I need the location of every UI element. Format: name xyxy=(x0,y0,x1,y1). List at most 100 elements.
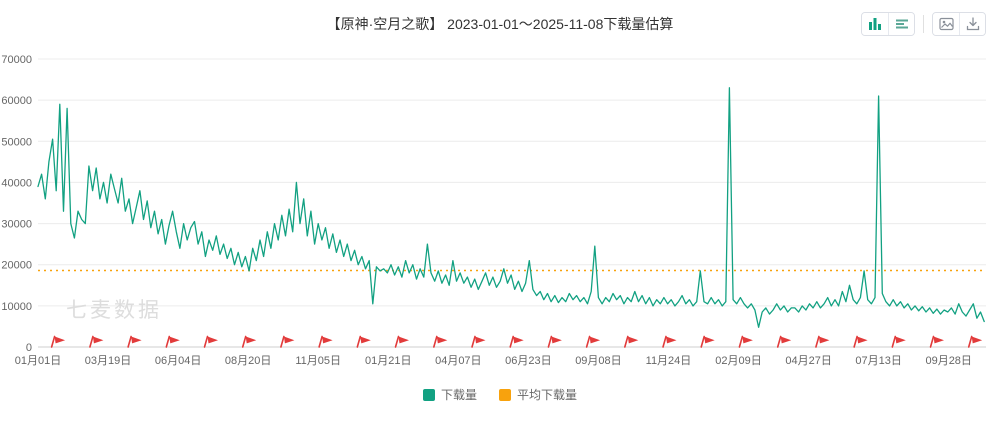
average-downloads-swatch xyxy=(499,388,511,401)
version-flag-icon[interactable] xyxy=(280,335,295,348)
x-axis-label: 09月28日 xyxy=(925,355,971,367)
legend-item-downloads[interactable]: 下载量 xyxy=(422,386,477,403)
download-icon xyxy=(966,17,979,31)
version-flag-icon[interactable] xyxy=(929,335,945,348)
version-flag-icon[interactable] xyxy=(394,335,410,348)
y-axis-label: 40000 xyxy=(1,177,32,189)
flag-banner xyxy=(360,336,371,344)
export-group xyxy=(932,12,986,36)
version-flag-icon[interactable] xyxy=(165,335,180,348)
flag-banner xyxy=(818,336,830,344)
legend: 下载量 平均下载量 xyxy=(0,386,1000,403)
flag-banner xyxy=(475,336,486,344)
x-axis-label: 06月23日 xyxy=(505,355,551,367)
version-flag-icon[interactable] xyxy=(700,335,715,348)
flag-banner xyxy=(398,336,409,344)
flag-banner xyxy=(513,336,524,344)
y-axis-label: 20000 xyxy=(1,260,32,272)
y-axis-label: 70000 xyxy=(1,54,32,66)
flag-pole xyxy=(318,335,323,348)
version-flag-icon[interactable] xyxy=(815,335,830,348)
version-flag-icon[interactable] xyxy=(127,335,142,348)
flag-pole xyxy=(738,335,744,348)
version-flag-icon[interactable] xyxy=(585,335,601,348)
flag-banner xyxy=(551,336,562,344)
flag-pole xyxy=(280,335,285,348)
x-axis-label: 03月19日 xyxy=(85,355,131,367)
average-downloads-legend-label: 平均下载量 xyxy=(517,388,578,402)
version-flag-icon[interactable] xyxy=(318,335,333,348)
version-flag-icon[interactable] xyxy=(776,335,792,348)
chart-area: 0 10000 20000 30000 40000 50000 60000 70000 01月0… xyxy=(0,42,1000,372)
version-flag-icon[interactable] xyxy=(203,335,219,348)
flag-banner xyxy=(666,336,677,344)
flag-banner xyxy=(627,336,639,344)
downloads-swatch xyxy=(422,388,435,401)
version-flag-icon[interactable] xyxy=(623,335,639,348)
flag-pole xyxy=(356,335,362,348)
x-axis-label: 06月04日 xyxy=(155,355,201,367)
y-axis-label: 30000 xyxy=(1,219,32,231)
x-axis-label: 08月20日 xyxy=(225,355,271,367)
version-flag-icon[interactable] xyxy=(853,335,868,348)
flag-pole xyxy=(967,335,973,348)
download-data-button[interactable] xyxy=(959,13,985,35)
export-image-icon xyxy=(938,17,954,31)
y-axis-label: 0 xyxy=(26,342,32,354)
flag-banner xyxy=(704,336,715,344)
flag-banner xyxy=(283,336,295,344)
flag-pole xyxy=(203,335,209,348)
version-flag-icon[interactable] xyxy=(509,335,524,348)
flag-pole xyxy=(165,335,171,348)
flag-pole xyxy=(815,335,820,348)
version-flag-icon[interactable] xyxy=(241,335,257,348)
chart-canvas[interactable]: 0 10000 20000 30000 40000 50000 60000 70000 01月0… xyxy=(0,42,1000,372)
flag-banner xyxy=(933,336,944,344)
flag-pole xyxy=(241,335,247,348)
chart-type-list-button[interactable] xyxy=(888,13,914,35)
flag-pole xyxy=(929,335,935,348)
version-flag-icon[interactable] xyxy=(891,335,906,348)
flag-banner xyxy=(131,336,142,344)
chart-toolbar xyxy=(861,12,986,36)
version-flag-icon[interactable] xyxy=(547,335,562,348)
x-axis-label: 09月08日 xyxy=(575,355,621,367)
x-axis-label: 07月13日 xyxy=(855,355,901,367)
downloads-line[interactable] xyxy=(37,87,985,328)
y-axis-label: 10000 xyxy=(1,301,32,313)
toolbar-divider xyxy=(923,15,924,33)
legend-item-average-downloads[interactable]: 平均下载量 xyxy=(499,386,577,403)
flag-pole xyxy=(700,335,706,348)
chart-type-bar-button[interactable] xyxy=(862,13,888,35)
flag-banner xyxy=(436,336,448,344)
bar-chart-icon xyxy=(869,18,881,30)
chart-title: 【原神·空月之歌】 2023-01-01～2025-11-08下载量估算 xyxy=(326,16,674,32)
flag-banner xyxy=(780,336,792,344)
flag-banner xyxy=(322,336,333,344)
x-axis-label: 04月07日 xyxy=(435,355,481,367)
version-flag-icon[interactable] xyxy=(738,335,753,348)
flag-pole xyxy=(891,335,897,348)
flag-pole xyxy=(509,335,515,348)
flag-banner xyxy=(971,336,983,344)
version-flag-icon[interactable] xyxy=(432,335,448,348)
version-flag-icon[interactable] xyxy=(356,335,371,348)
version-flag-icon[interactable] xyxy=(662,335,677,348)
x-axis-label: 11月05日 xyxy=(295,355,341,367)
export-image-button[interactable] xyxy=(933,13,959,35)
version-flag-icon[interactable] xyxy=(50,335,66,348)
version-flag-icon[interactable] xyxy=(967,335,983,348)
flag-banner xyxy=(857,336,868,344)
flag-banner xyxy=(245,336,257,344)
flag-pole xyxy=(662,335,667,348)
version-flag-icon[interactable] xyxy=(89,335,104,348)
flag-banner xyxy=(92,336,104,344)
flag-pole xyxy=(776,335,782,348)
version-flag-icon[interactable] xyxy=(471,335,486,348)
chart-header: 【原神·空月之歌】 2023-01-01～2025-11-08下载量估算 xyxy=(0,0,1000,42)
flag-pole xyxy=(853,335,858,348)
flag-pole xyxy=(127,335,132,348)
flag-pole xyxy=(471,335,476,348)
flag-pole xyxy=(432,335,438,348)
